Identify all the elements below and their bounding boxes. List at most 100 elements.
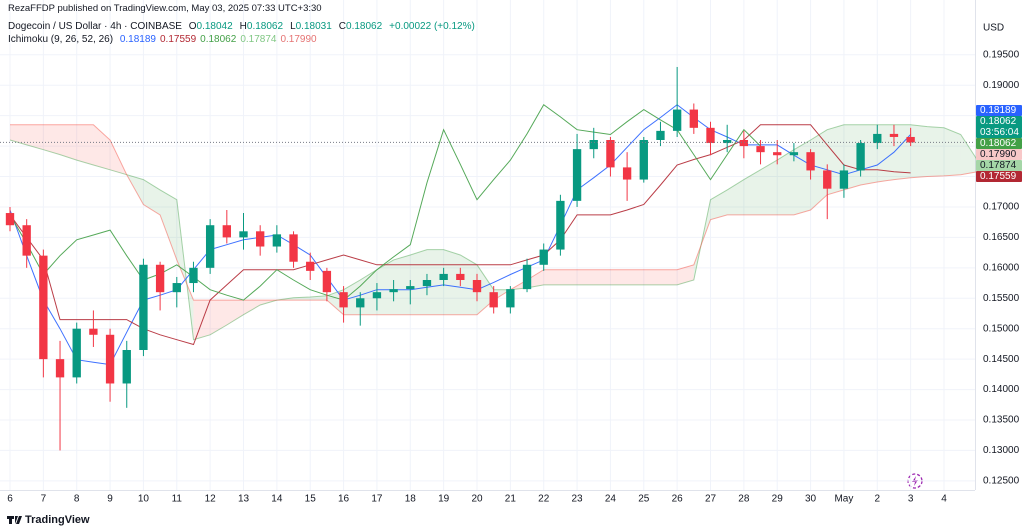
candle-body xyxy=(55,359,65,378)
candle-body xyxy=(22,225,31,256)
x-tick-label: 22 xyxy=(538,494,550,505)
candle-body xyxy=(322,270,332,293)
cloud-segment xyxy=(143,179,161,215)
x-tick-label: 18 xyxy=(405,494,417,505)
cloud-segment xyxy=(60,124,77,161)
price-tag-label: 0.18062 xyxy=(980,116,1017,127)
y-tick-label: 0.15000 xyxy=(983,323,1020,334)
indicator-value: 0.17559 xyxy=(160,34,197,45)
y-tick-label: 0.19500 xyxy=(983,49,1020,60)
candle-body xyxy=(656,130,665,140)
indicator-value: 0.18189 xyxy=(119,34,156,45)
price-tag xyxy=(976,160,1022,171)
price-tag-label: 0.17874 xyxy=(980,160,1017,171)
price-tag-label: 0.17559 xyxy=(980,171,1017,182)
x-tick-label: 10 xyxy=(138,494,150,505)
cloud-segment xyxy=(243,300,261,315)
cloud-segment xyxy=(460,255,477,315)
price-tag xyxy=(976,149,1022,160)
candle-body xyxy=(356,298,365,308)
cloud-segment xyxy=(310,295,327,301)
candle-body xyxy=(856,143,865,171)
cloud-segment xyxy=(693,199,711,280)
y-tick-label: 0.14000 xyxy=(983,384,1020,395)
cloud-segment xyxy=(610,269,628,285)
cloud-segment xyxy=(43,124,61,155)
ohlc-item: C0.18062 xyxy=(339,21,386,32)
countdown: 03:56:04 xyxy=(980,127,1019,138)
x-tick-label: 25 xyxy=(638,494,650,505)
cloud-segment xyxy=(477,264,494,315)
y-tick-label: 0.14500 xyxy=(983,354,1020,365)
y-tick-label: 0.13000 xyxy=(983,445,1020,456)
candle-body xyxy=(572,149,582,201)
candle-body xyxy=(723,140,732,144)
x-tick-label: May xyxy=(834,494,853,505)
candle-body xyxy=(606,140,615,168)
candle-body xyxy=(439,273,448,280)
price-tag xyxy=(976,138,1022,149)
candle-body xyxy=(472,280,482,293)
cloud-segment xyxy=(176,199,194,340)
candle-body xyxy=(456,273,465,280)
cloud-segment xyxy=(927,126,944,177)
candle-body xyxy=(372,292,382,299)
cloud-segment xyxy=(126,174,144,205)
cloud-segment xyxy=(877,124,894,182)
candle-body xyxy=(155,264,165,293)
indicator-name: Ichimoku (9, 26, 52, 26) xyxy=(8,34,114,45)
symbol: Dogecoin / US Dollar · 4h · COINBASE xyxy=(8,21,182,32)
ohlc-value: 0.18062 xyxy=(246,21,284,32)
y-tick-label: 0.15500 xyxy=(983,293,1020,304)
candle-body xyxy=(172,283,181,293)
x-tick-label: 3 xyxy=(908,494,914,505)
cloud-segment xyxy=(710,189,728,220)
symbol-row: Dogecoin / US Dollar · 4h · COINBASE O0.… xyxy=(8,21,479,32)
y-tick-label: 0.13500 xyxy=(983,415,1020,426)
ichimoku-line xyxy=(9,103,761,301)
cloud-segment xyxy=(577,269,594,285)
candle-body xyxy=(489,292,498,308)
cloud-segment xyxy=(944,127,961,176)
ohlc-key: L xyxy=(290,21,296,32)
candle-body xyxy=(773,152,782,156)
x-tick-label: 7 xyxy=(41,494,47,505)
x-tick-label: 24 xyxy=(605,494,617,505)
cloud-segment xyxy=(293,297,311,301)
candle-body xyxy=(256,231,265,247)
currency: USD xyxy=(983,23,1004,34)
ohlc-value: 0.18062 xyxy=(346,21,383,32)
cloud-segment xyxy=(593,269,611,285)
cloud-segment xyxy=(760,160,778,215)
x-tick-label: 30 xyxy=(805,494,817,505)
indicator-row: Ichimoku (9, 26, 52, 26) 0.18189 0.17559 0… xyxy=(8,34,321,45)
y-tick-label: 0.19000 xyxy=(983,80,1020,91)
logo-text: TradingView xyxy=(25,514,90,526)
candle-body xyxy=(389,289,398,293)
cloud-segment xyxy=(443,249,461,315)
candle-body xyxy=(622,167,632,180)
x-tick-label: 4 xyxy=(941,494,947,505)
cloud-segment xyxy=(643,269,661,285)
cloud-segment xyxy=(727,179,744,215)
cloud-segment xyxy=(777,149,794,215)
x-tick-label: 27 xyxy=(705,494,717,505)
y-tick-label: 0.12500 xyxy=(983,476,1020,487)
x-tick-label: 28 xyxy=(738,494,750,505)
candle-body xyxy=(906,136,915,143)
price-tag-label: 0.18189 xyxy=(980,105,1017,116)
x-tick-label: 2 xyxy=(875,494,881,505)
x-tick-label: 23 xyxy=(572,494,584,505)
x-tick-label: 17 xyxy=(371,494,383,505)
x-tick-label: 29 xyxy=(772,494,784,505)
cloud-segment xyxy=(226,300,244,326)
cloud-segment xyxy=(10,124,27,145)
cloud-segment xyxy=(743,169,761,215)
candle-body xyxy=(205,225,215,268)
ohlc-key: C xyxy=(338,21,347,32)
x-tick-label: 20 xyxy=(471,494,483,505)
cloud-segment xyxy=(376,259,394,315)
cloud-segment xyxy=(26,124,44,150)
